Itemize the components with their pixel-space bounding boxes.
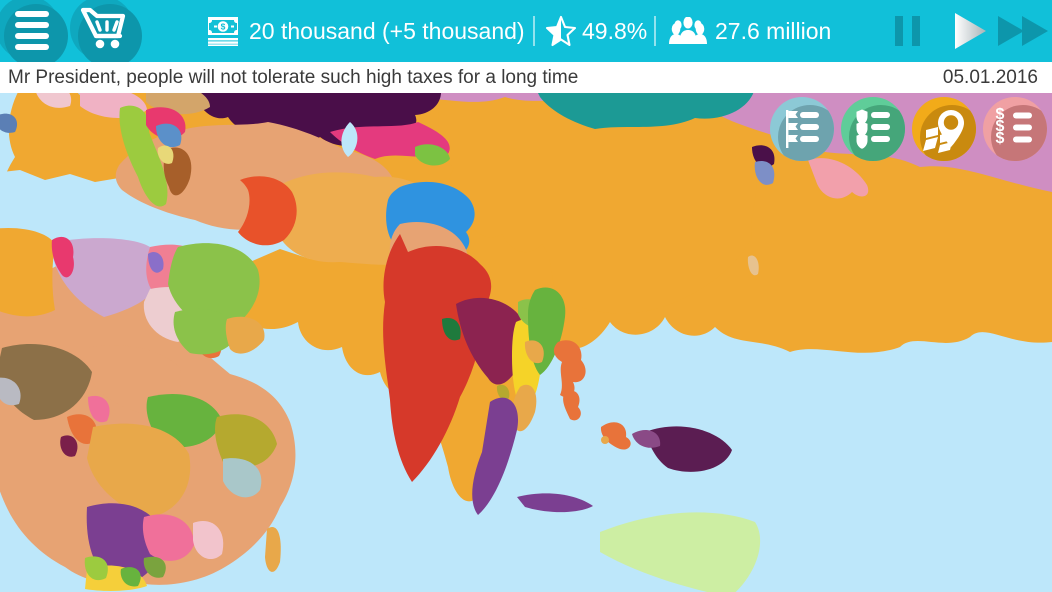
svg-text:$: $ — [221, 22, 226, 32]
svg-text:$: $ — [996, 130, 1005, 147]
